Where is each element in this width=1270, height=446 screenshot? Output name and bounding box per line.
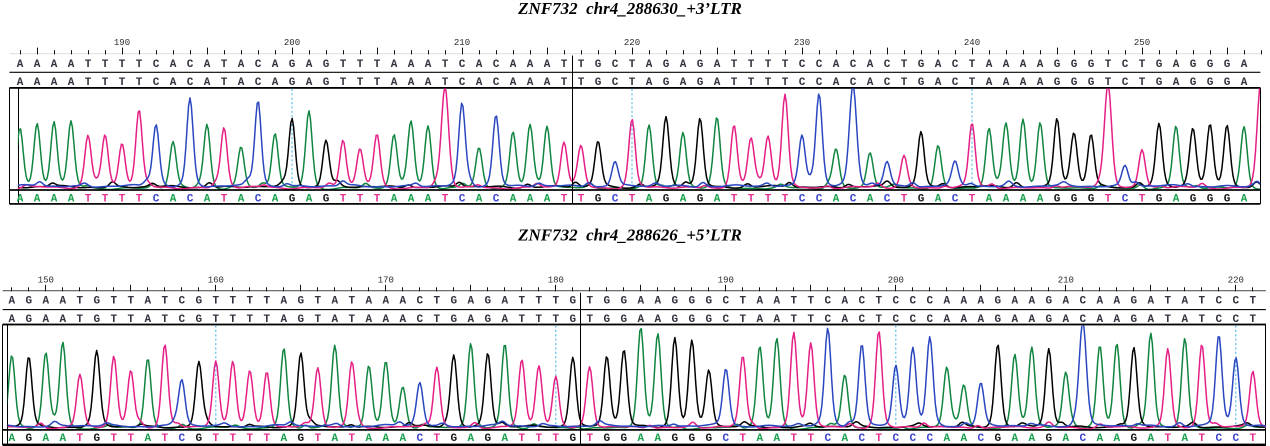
svg-text:ZNF732 chr4_288626_+5’LTR: ZNF732 chr4_288626_+5’LTR [517,225,742,244]
svg-text:200: 200 [284,38,300,48]
svg-text:150: 150 [38,276,54,286]
svg-text:210: 210 [454,38,470,48]
svg-text:190: 190 [718,276,734,286]
svg-text:190: 190 [114,38,130,48]
svg-text:AAAATTTTCACATACAGAGTTTAAATCACA: AAAATTTTCACATACAGAGTTTAAATCACAAATTGCTAGA… [17,77,1248,89]
svg-text:220: 220 [1228,276,1244,286]
svg-text:ZNF732 chr4_288630_+3’LTR: ZNF732 chr4_288630_+3’LTR [517,0,742,18]
svg-text:200: 200 [888,276,904,286]
svg-text:180: 180 [548,276,564,286]
svg-text:230: 230 [794,38,810,48]
svg-text:210: 210 [1058,276,1074,286]
svg-text:250: 250 [1134,38,1150,48]
svg-text:170: 170 [378,276,394,286]
svg-text:AAAATTTTCACATACAGAGTTTAAATCACA: AAAATTTTCACATACAGAGTTTAAATCACAAATTGCTAGA… [17,59,1248,71]
svg-text:240: 240 [964,38,980,48]
svg-text:220: 220 [624,38,640,48]
svg-text:160: 160 [208,276,224,286]
